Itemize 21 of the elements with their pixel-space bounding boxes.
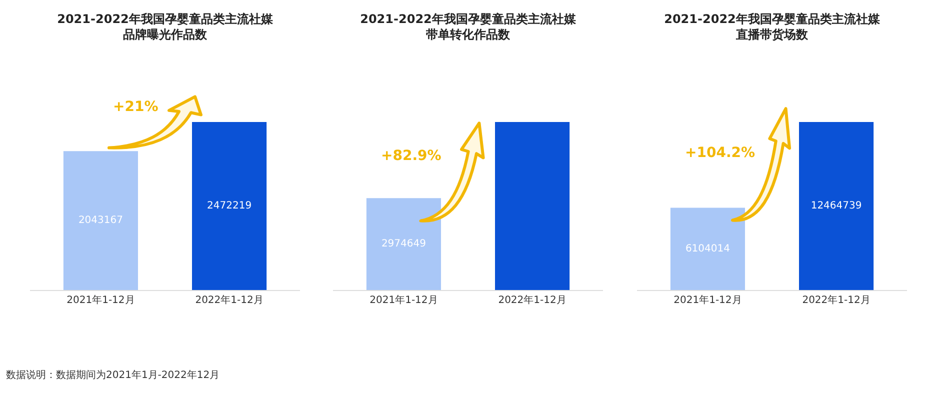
x-tick-label: 2021年1-12月 [370,294,438,306]
data-label: 2974649 [381,238,426,250]
chart-subtitle: 品牌曝光作品数 [123,28,208,42]
data-label: 2043167 [78,215,123,226]
annotation: +82.9% [381,148,442,164]
x-tick-label: 2021年1-12月 [66,294,135,306]
chart-subtitle: 直播带货场数 [735,28,809,42]
chart-subtitle: 带单转化作品数 [426,28,511,42]
text: 数据说明：数据期间为2021年1月-2022年12月 [6,368,220,382]
data-label: 12464739 [810,200,862,212]
chart-title: 2021-2022年我国孕婴童品类主流社媒 [57,12,274,26]
x-tick-label: 2022年1-12月 [195,294,264,306]
text: +21% [113,99,158,115]
data-label: 2472219 [207,200,252,212]
data-label: 6104014 [685,243,730,254]
x-tick-label: 2021年1-12月 [674,294,742,306]
annotation: +104.2% [685,145,756,161]
chart-title: 2021-2022年我国孕婴童品类主流社媒 [664,12,881,26]
x-tick-label: 2022年1-12月 [802,294,870,306]
x-tick-label: 2022年1-12月 [498,294,566,306]
chart-title: 2021-2022年我国孕婴童品类主流社媒 [360,12,577,26]
